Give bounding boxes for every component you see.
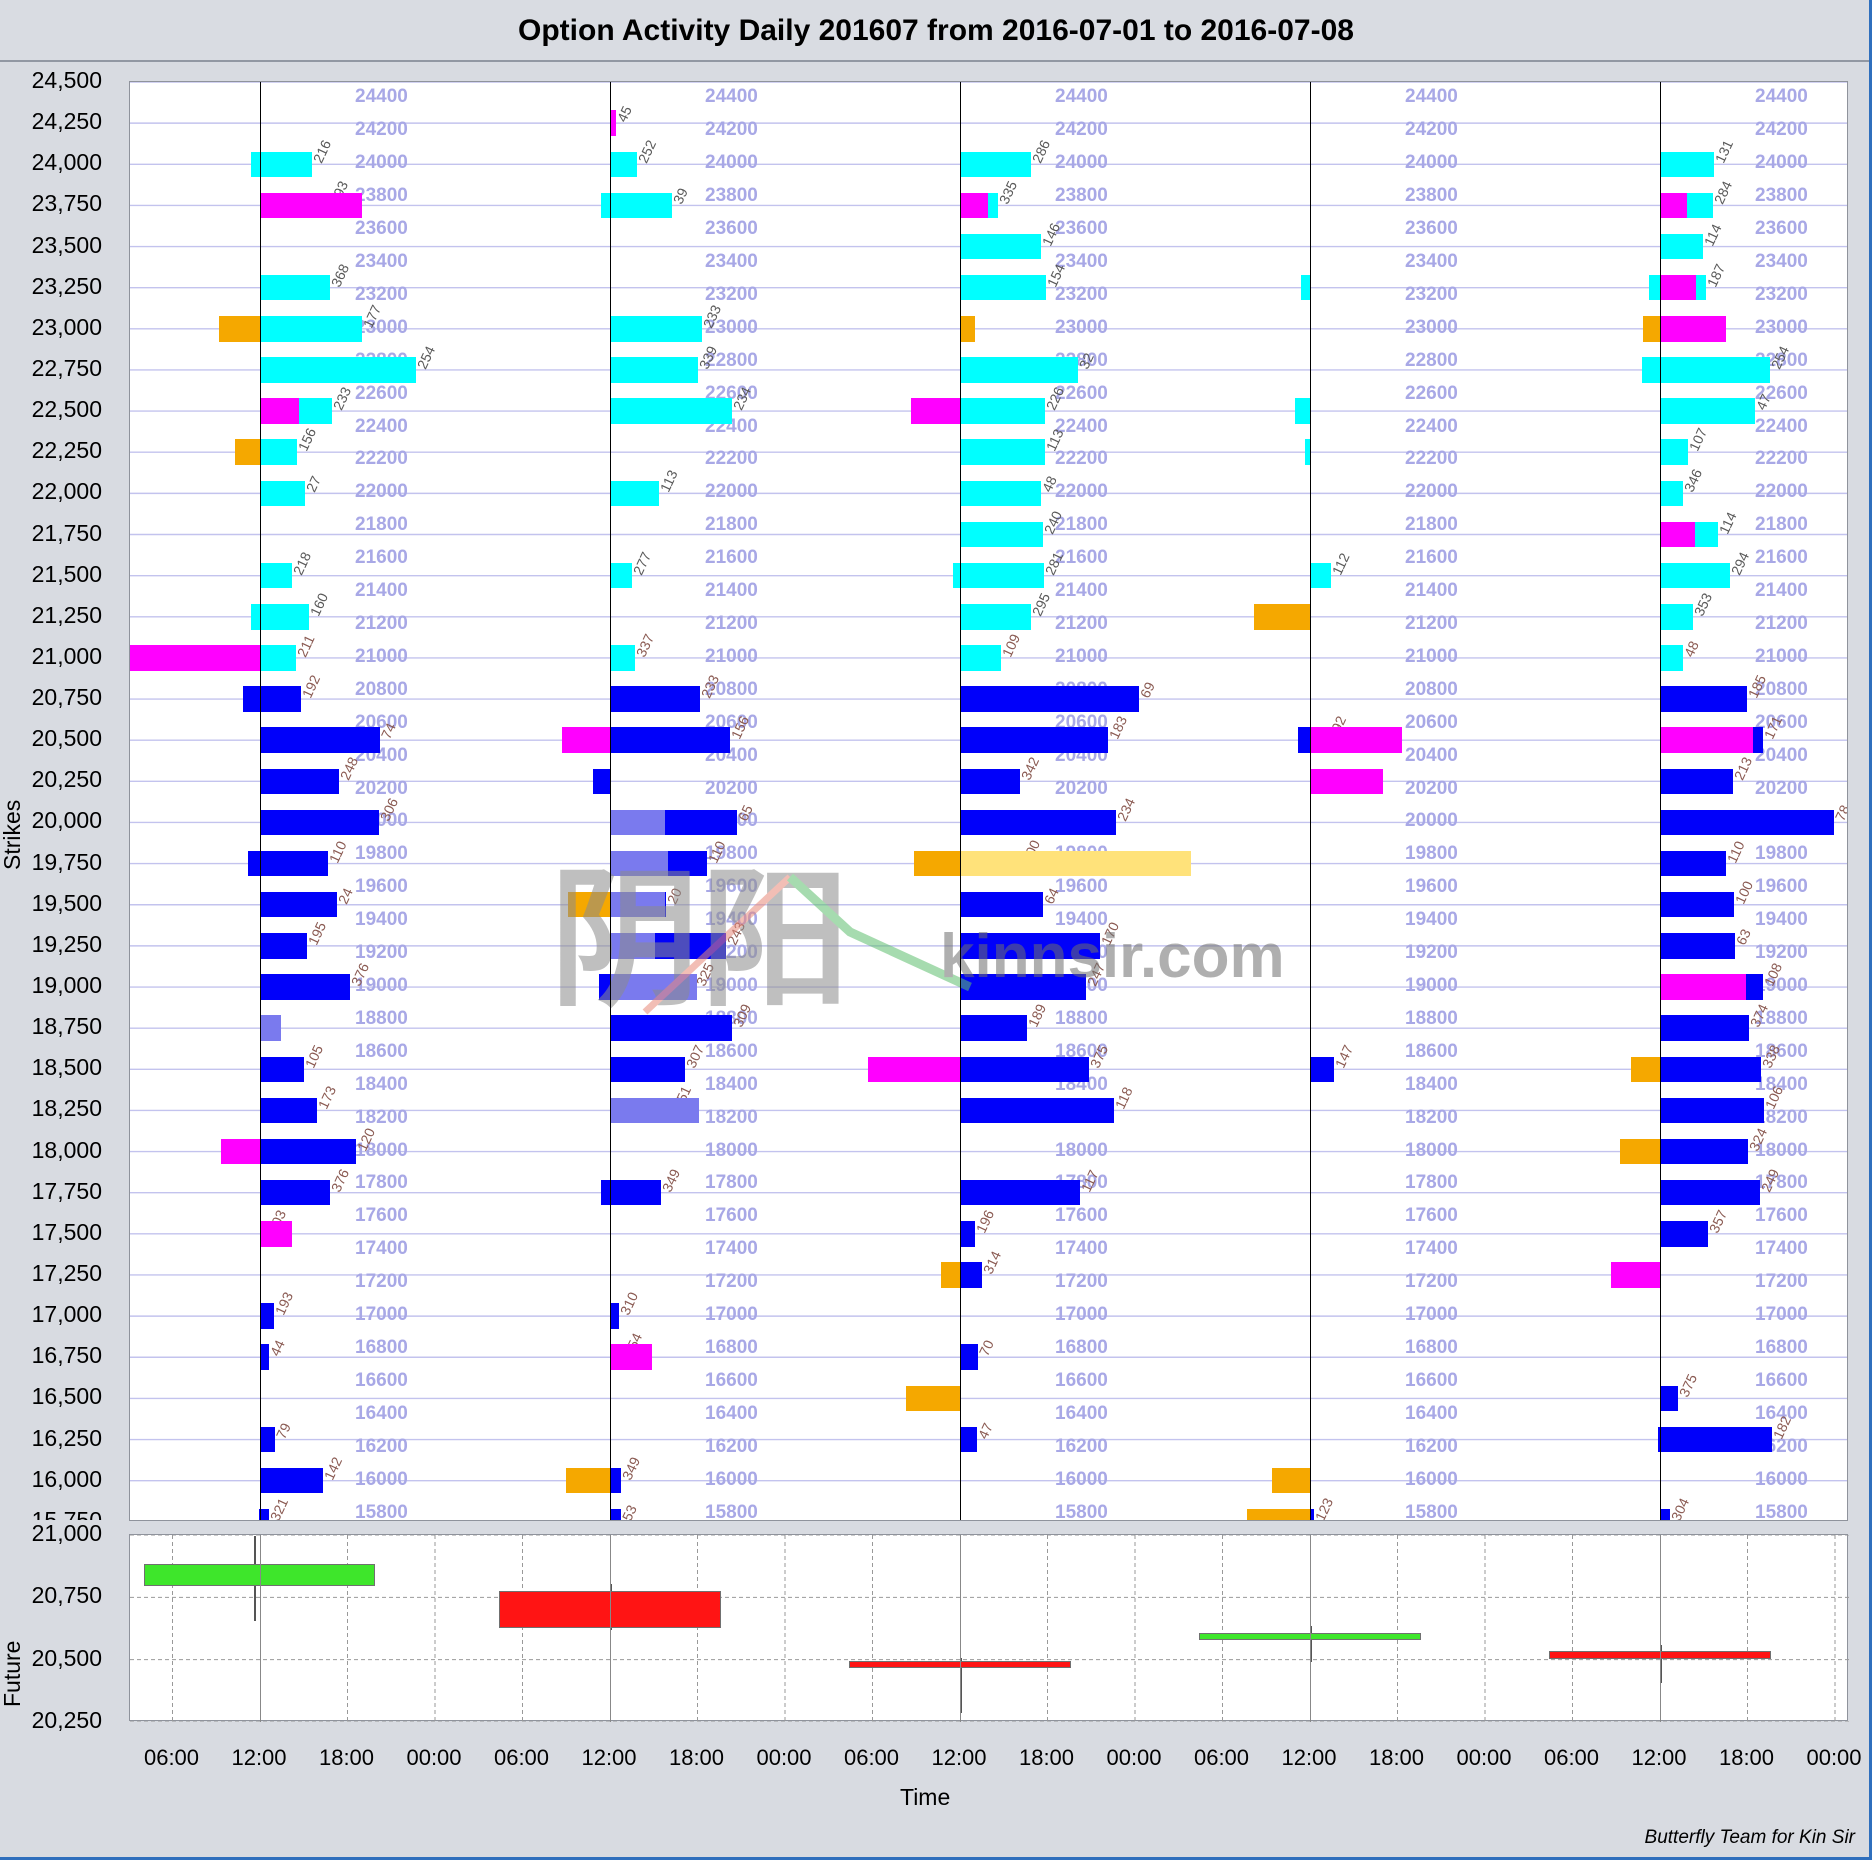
svg-text:kinnsir.com: kinnsir.com	[940, 922, 1285, 991]
svg-text:阴阳: 阴阳	[550, 856, 850, 1024]
